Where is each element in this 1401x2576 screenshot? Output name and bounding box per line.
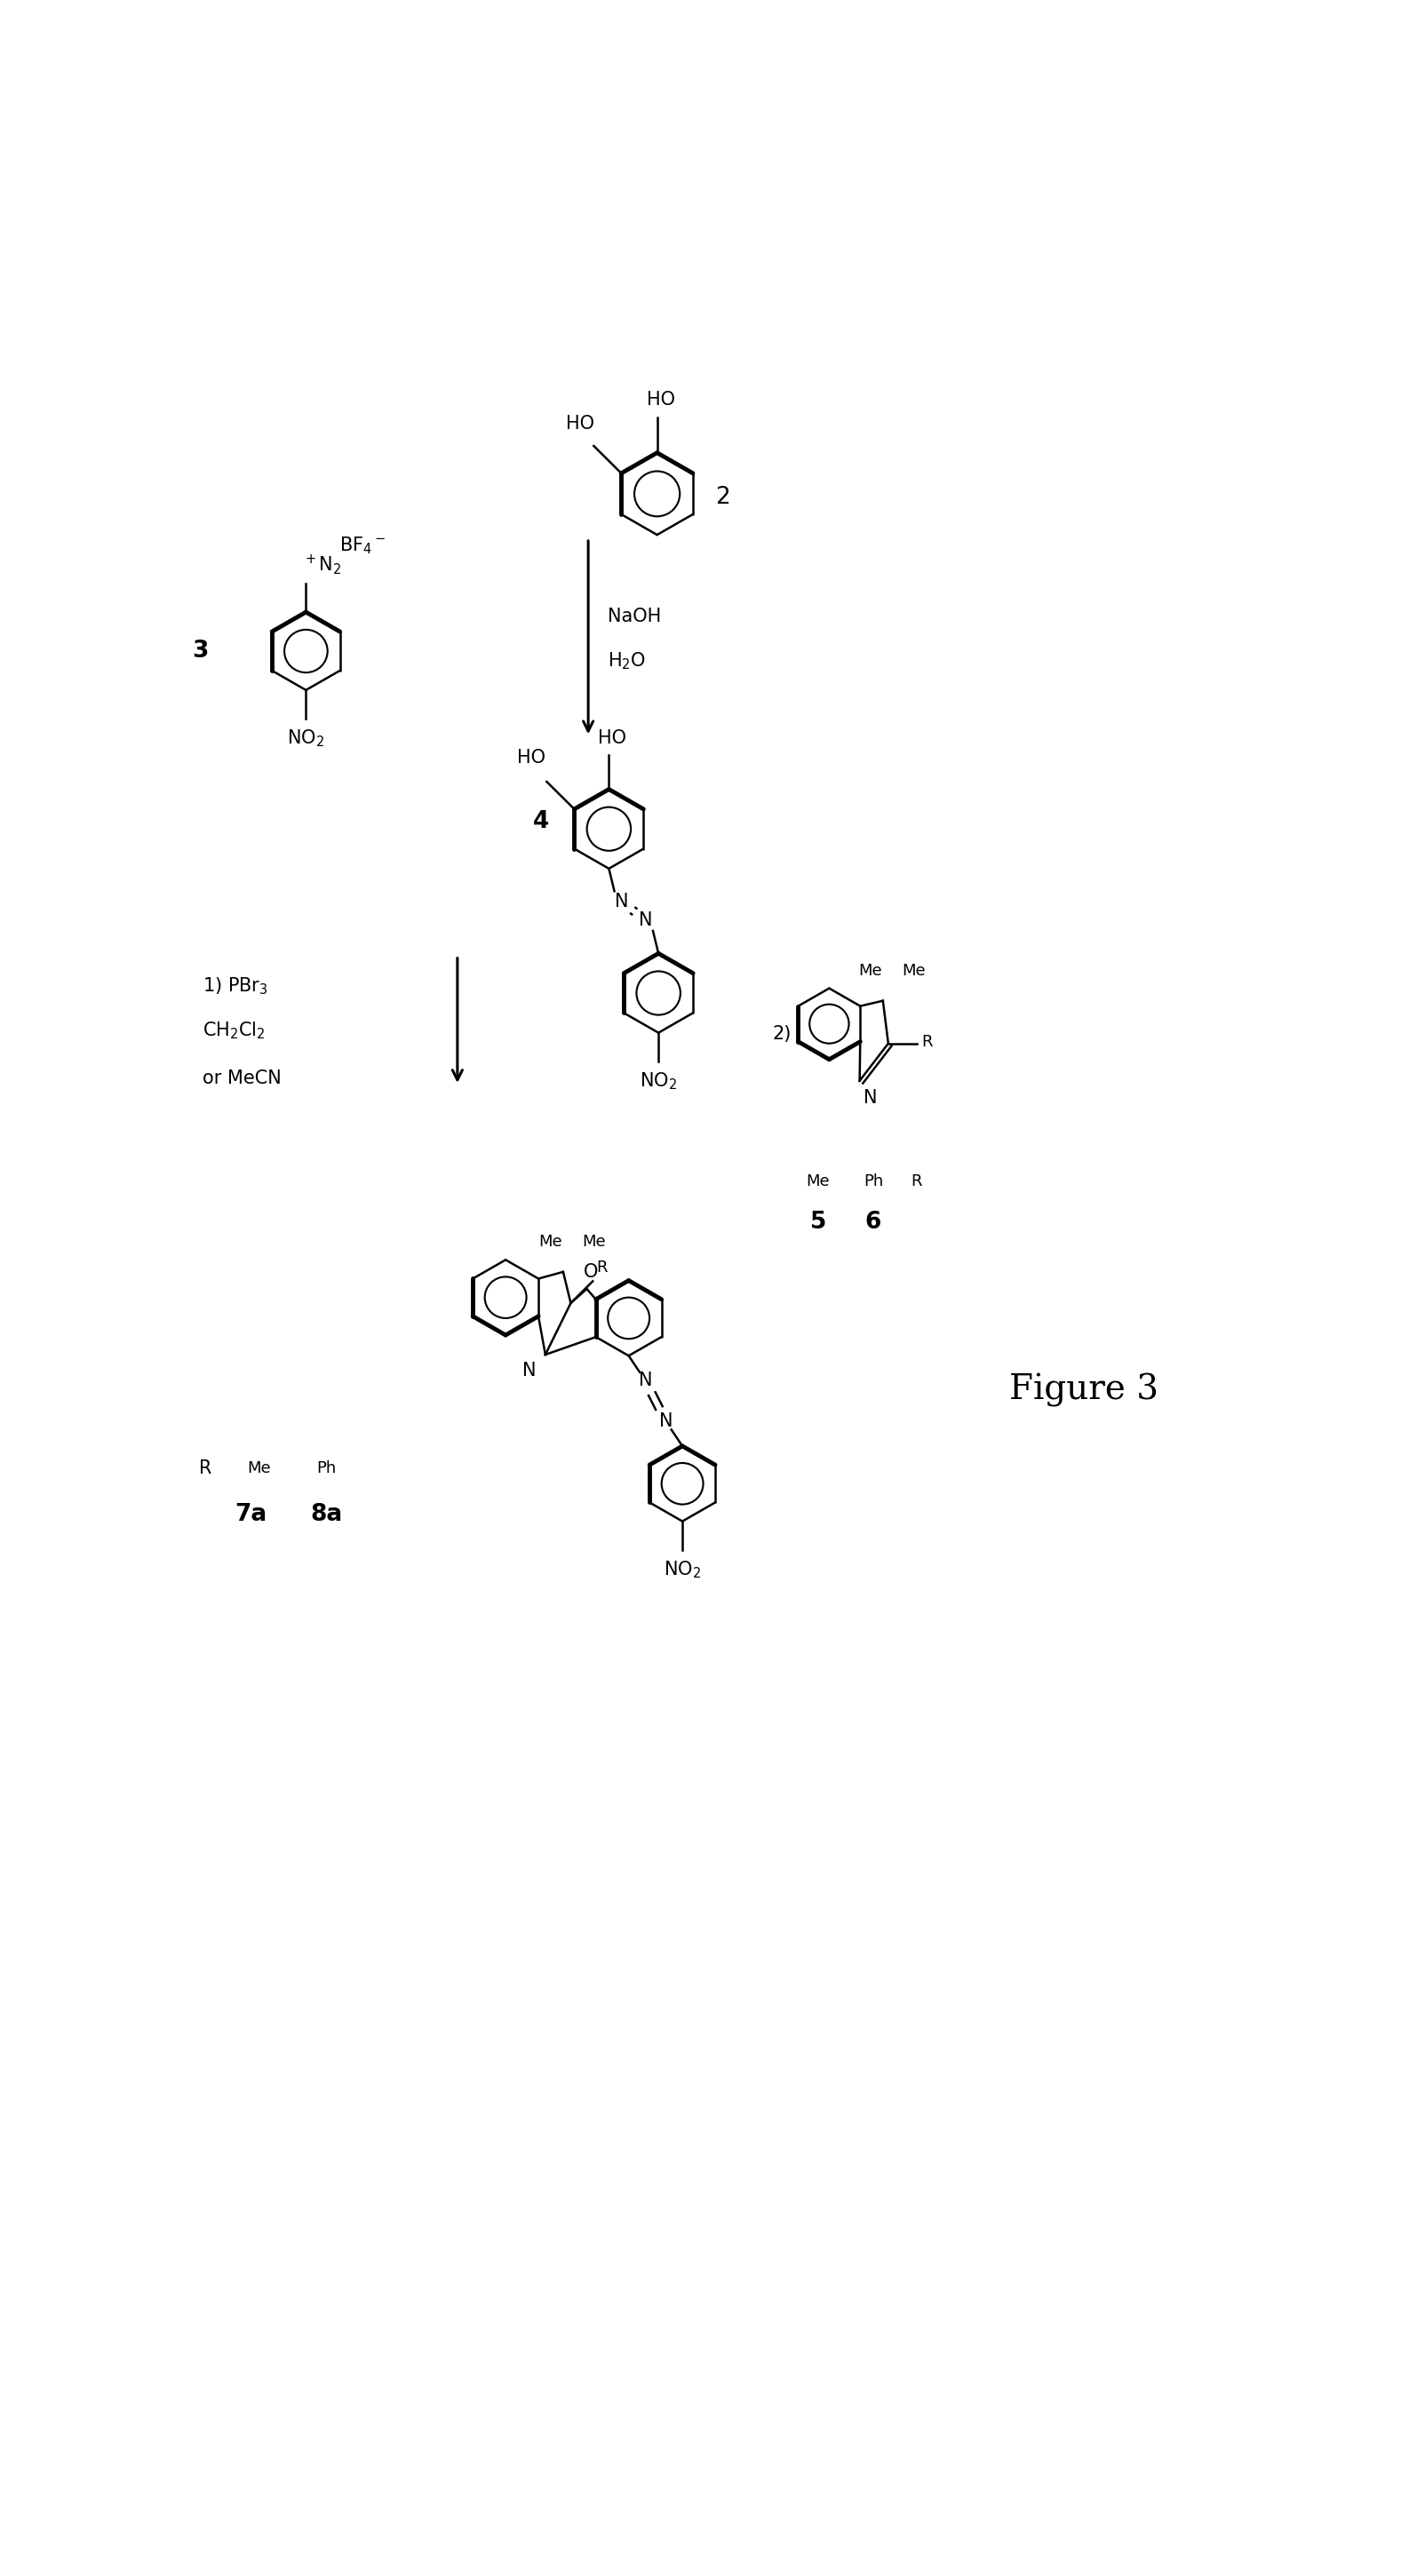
Text: R: R <box>199 1461 212 1479</box>
Text: Figure 3: Figure 3 <box>1009 1373 1159 1406</box>
Text: NO$_2$: NO$_2$ <box>664 1558 700 1579</box>
Text: H$_2$O: H$_2$O <box>608 652 646 672</box>
Text: Me: Me <box>859 963 883 979</box>
Text: HO: HO <box>566 415 594 433</box>
Text: 5: 5 <box>810 1211 827 1234</box>
Text: Me: Me <box>807 1172 829 1190</box>
Text: 7a: 7a <box>235 1502 268 1525</box>
Text: N: N <box>863 1090 877 1108</box>
Text: N: N <box>658 1412 672 1430</box>
Text: N: N <box>523 1363 535 1378</box>
Text: CH$_2$Cl$_2$: CH$_2$Cl$_2$ <box>203 1020 266 1041</box>
Text: 8a: 8a <box>311 1502 343 1525</box>
Text: Me: Me <box>539 1234 563 1249</box>
Text: $^+$N$_2$: $^+$N$_2$ <box>303 554 342 577</box>
Text: N: N <box>639 1370 651 1388</box>
Text: Me: Me <box>583 1234 607 1249</box>
Text: R: R <box>922 1033 933 1051</box>
Text: HO: HO <box>598 729 626 747</box>
Text: Me: Me <box>248 1461 270 1476</box>
Text: or MeCN: or MeCN <box>203 1069 282 1087</box>
Text: HO: HO <box>517 750 546 768</box>
Text: BF$_4$$^-$: BF$_4$$^-$ <box>339 536 385 556</box>
Text: 2: 2 <box>716 487 730 510</box>
Text: N: N <box>615 891 628 909</box>
Text: NO$_2$: NO$_2$ <box>287 726 325 750</box>
Text: 2): 2) <box>773 1025 792 1043</box>
Text: R: R <box>911 1172 922 1190</box>
Text: 3: 3 <box>192 639 209 662</box>
Text: Ph: Ph <box>317 1461 336 1476</box>
Text: Me: Me <box>902 963 926 979</box>
Text: NaOH: NaOH <box>608 608 661 626</box>
Text: Ph: Ph <box>863 1172 883 1190</box>
Text: R: R <box>597 1260 607 1275</box>
Text: N: N <box>639 912 653 930</box>
Text: HO: HO <box>646 392 675 410</box>
Text: 1) PBr$_3$: 1) PBr$_3$ <box>203 976 268 997</box>
Text: NO$_2$: NO$_2$ <box>640 1072 677 1092</box>
Text: 4: 4 <box>534 811 549 835</box>
Text: 6: 6 <box>864 1211 881 1234</box>
Text: O: O <box>584 1262 598 1280</box>
